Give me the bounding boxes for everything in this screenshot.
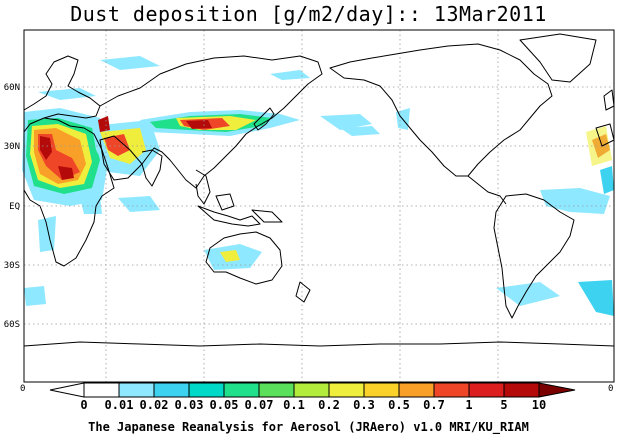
coast-new-guinea bbox=[251, 209, 283, 223]
colorbar-tick-label: 5 bbox=[500, 398, 508, 412]
coast-south-america bbox=[493, 193, 575, 319]
colorbar-right-arrow bbox=[538, 382, 576, 398]
coast-asia bbox=[99, 55, 323, 189]
colorbar-tick-label: 0.7 bbox=[423, 398, 445, 412]
credit-line: The Japanese Reanalysis for Aerosol (JRA… bbox=[88, 420, 529, 434]
coast-europe bbox=[23, 55, 101, 119]
dust-sahara-core bbox=[58, 166, 74, 180]
dust-north-streak-2 bbox=[100, 56, 160, 70]
coast-malay bbox=[195, 169, 211, 205]
coast-india bbox=[141, 149, 163, 187]
dust-sahara-darkred bbox=[40, 136, 52, 160]
colorbar-tick-label: 0.07 bbox=[244, 398, 274, 412]
dust-east-asia-south bbox=[118, 196, 160, 212]
colorbar-box bbox=[398, 382, 435, 398]
colorbar-tick-label: 0.2 bbox=[318, 398, 340, 412]
dust-patagonia bbox=[496, 282, 560, 306]
coast-borneo bbox=[215, 193, 235, 211]
lat-label-30n: 30N bbox=[3, 142, 20, 152]
colorbar-tick-label: 0.5 bbox=[388, 398, 410, 412]
dust-pacific-plume-2 bbox=[340, 126, 380, 136]
coast-central-america bbox=[467, 175, 507, 205]
dust-arabia-red bbox=[104, 134, 130, 156]
coastlines bbox=[23, 33, 615, 347]
colorbar-box bbox=[258, 382, 295, 398]
colorbar-box bbox=[118, 382, 155, 398]
coast-australia bbox=[205, 231, 283, 285]
dust-pacific-plume bbox=[320, 114, 372, 130]
map-title: Dust deposition [g/m2/day]:: 13Mar2011 bbox=[70, 2, 547, 26]
dust-atlantic-outflow bbox=[540, 188, 610, 214]
map-frame bbox=[23, 29, 615, 383]
lat-label-60s: 60S bbox=[3, 320, 20, 330]
colorbar-tick-label: 0.02 bbox=[139, 398, 169, 412]
colorbar-tick-label: 1 bbox=[465, 398, 473, 412]
colorbar-left-end-label: 0 bbox=[20, 384, 26, 394]
dust-australia-yellow bbox=[220, 250, 240, 262]
dust-field bbox=[22, 56, 614, 316]
coast-new-zealand bbox=[295, 281, 311, 303]
colorbar-box bbox=[433, 382, 470, 398]
dust-south-indian bbox=[24, 286, 46, 306]
coast-antarctica bbox=[23, 341, 615, 347]
colorbar-tick-label: 0.3 bbox=[353, 398, 375, 412]
colorbar-tick-label: 0.03 bbox=[174, 398, 204, 412]
coast-japan bbox=[253, 107, 275, 131]
coast-arabia bbox=[99, 135, 143, 181]
colorbar-boxes bbox=[83, 382, 540, 398]
coast-africa bbox=[23, 117, 115, 267]
colorbar-box bbox=[363, 382, 400, 398]
dust-north-streak-1 bbox=[38, 88, 96, 100]
dust-arabia-core bbox=[98, 116, 110, 132]
dust-caribbean bbox=[600, 166, 614, 194]
dust-south-atlantic bbox=[578, 280, 614, 316]
colorbar-tick-label: 0.05 bbox=[209, 398, 239, 412]
colorbar-box bbox=[468, 382, 505, 398]
colorbar-box bbox=[328, 382, 365, 398]
colorbar bbox=[49, 382, 576, 398]
coast-north-america bbox=[329, 43, 553, 177]
dust-iberia-light bbox=[586, 126, 612, 166]
colorbar-box bbox=[83, 382, 120, 398]
lat-label-60n: 60N bbox=[3, 83, 20, 93]
lat-label-eq: EQ bbox=[9, 202, 20, 212]
coast-indonesia bbox=[197, 205, 261, 227]
colorbar-box bbox=[223, 382, 260, 398]
colorbar-box bbox=[293, 382, 330, 398]
colorbar-tick-label: 10 bbox=[531, 398, 547, 412]
coast-uk bbox=[603, 89, 615, 111]
colorbar-box bbox=[503, 382, 540, 398]
coast-greenland bbox=[519, 33, 597, 83]
colorbar-box bbox=[153, 382, 190, 398]
dust-south-africa bbox=[38, 216, 56, 252]
colorbar-box bbox=[188, 382, 225, 398]
colorbar-tick-label: 0.01 bbox=[104, 398, 134, 412]
lat-lon-graticule bbox=[24, 30, 614, 382]
colorbar-tick-label: 0 bbox=[80, 398, 88, 412]
dust-north-streak-3 bbox=[270, 70, 310, 80]
dust-asia-core bbox=[186, 120, 212, 129]
colorbar-left-arrow bbox=[49, 382, 85, 398]
colorbar-tick-label: 0.1 bbox=[283, 398, 305, 412]
colorbar-right-end-label: 0 bbox=[608, 384, 614, 394]
lat-label-30s: 30S bbox=[3, 261, 20, 271]
dust-east-africa bbox=[80, 196, 102, 214]
